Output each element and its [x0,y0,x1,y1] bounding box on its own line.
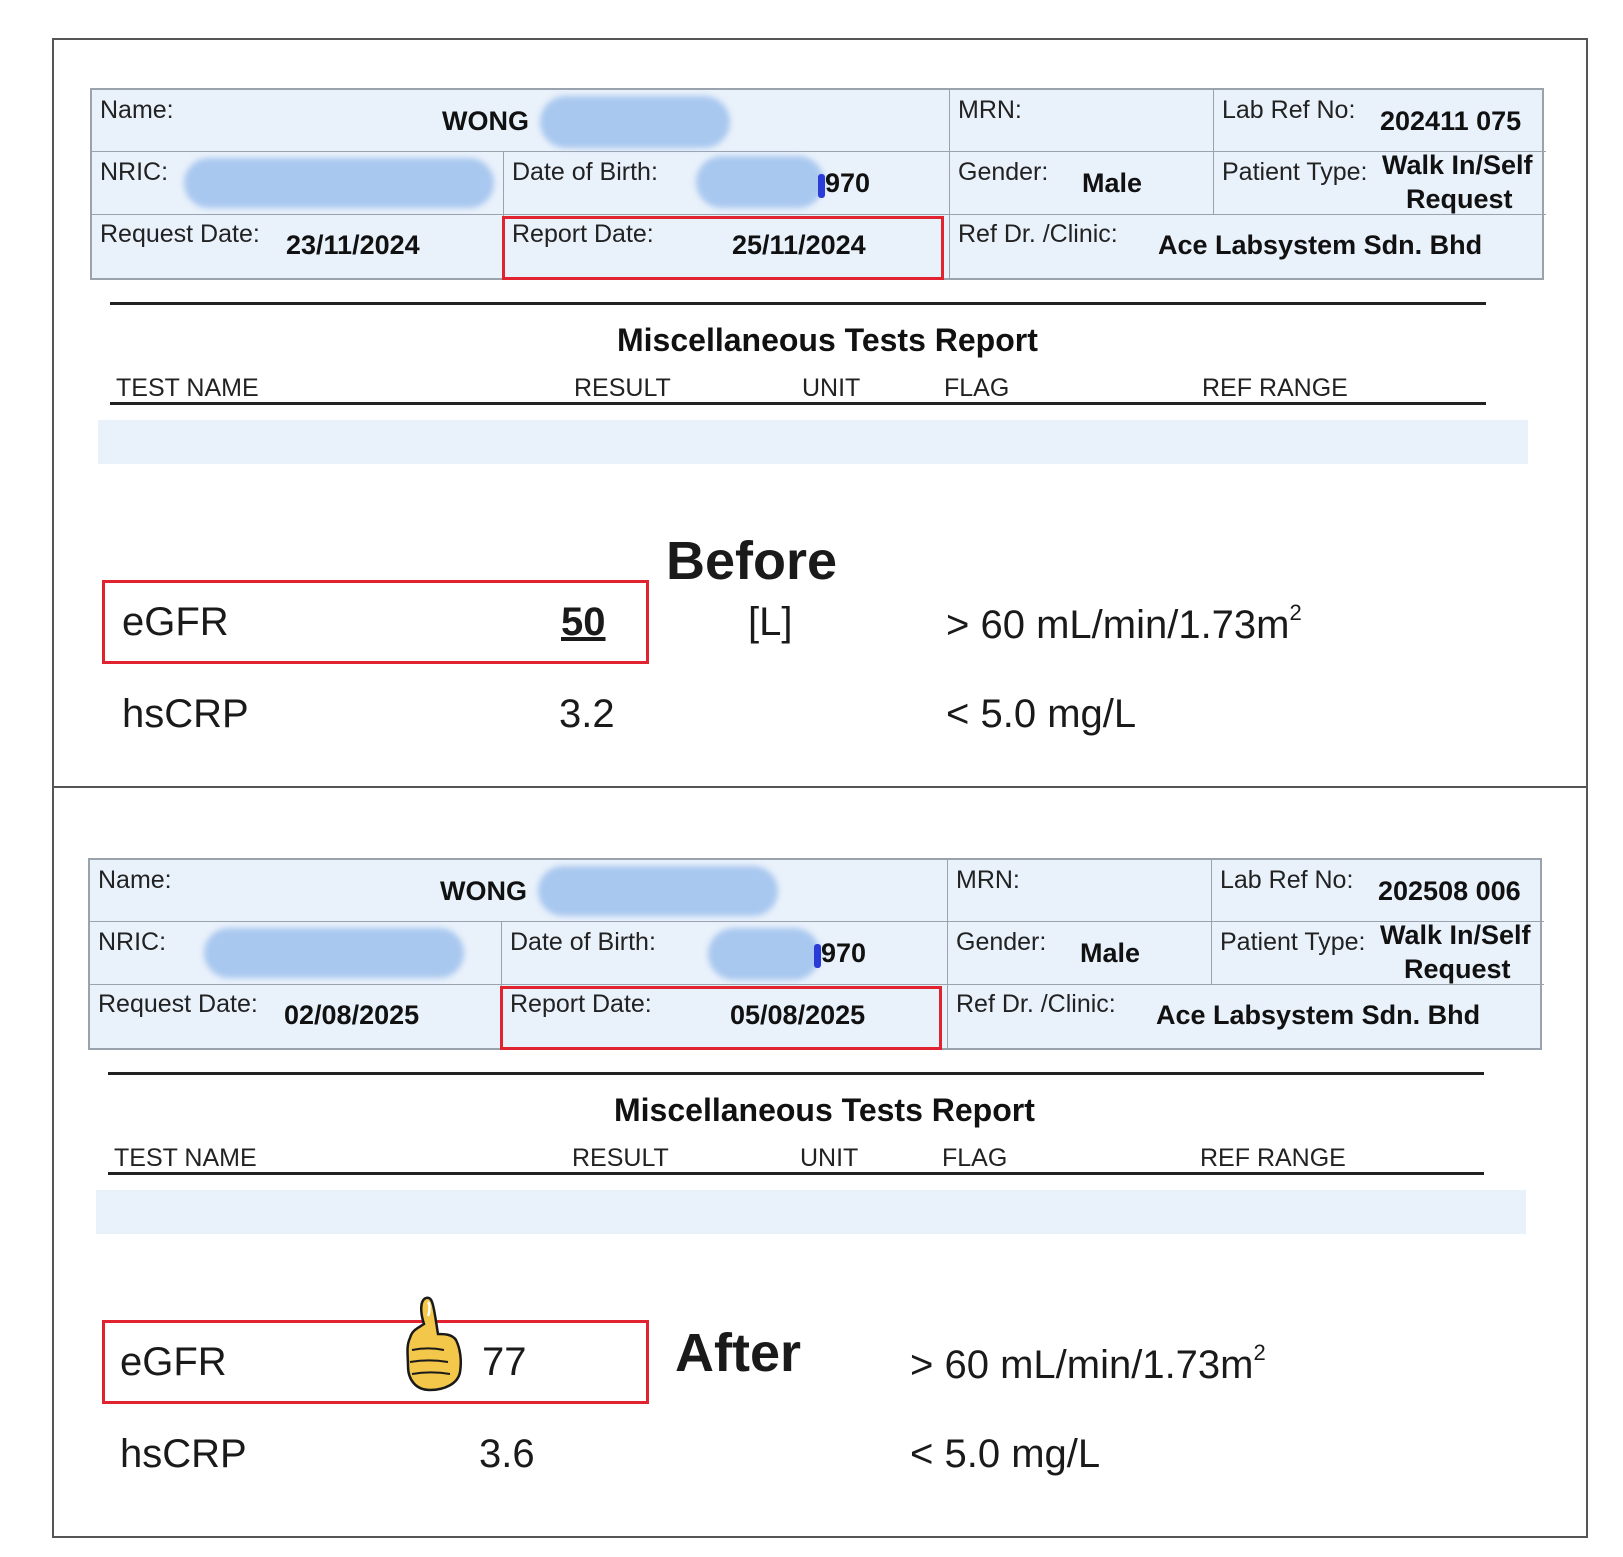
report-date-label: Report Date: [512,220,654,248]
panel-divider [52,786,1588,788]
lab-ref-value: 202508 006 [1378,876,1521,906]
patient-name: WONG [442,106,529,136]
gender-label: Gender: [956,928,1047,956]
before-label: Before [666,531,838,591]
lab-ref-value: 202411 075 [1380,106,1522,136]
ref-dr-label: Ref Dr. /Clinic: [958,220,1118,248]
request-date-label: Request Date: [100,220,260,248]
patient-type-label: Patient Type: [1220,928,1366,956]
report-date-highlight [502,216,944,280]
nric-redaction [184,158,494,208]
patient-name: WONG [440,876,527,906]
col-unit: UNIT [802,374,861,402]
hscrp-ref-range: < 5.0 mg/L [910,1432,1101,1476]
nric-redaction [204,928,464,978]
dob-year: 970 [825,168,871,198]
report-date-value: 25/11/2024 [732,230,866,260]
gender-label: Gender: [958,158,1049,186]
col-flag: FLAG [942,1144,1008,1172]
nric-label: NRIC: [100,158,169,186]
name-label: Name: [100,96,174,124]
lab-ref-label: Lab Ref No: [1222,96,1356,124]
lab-ref-label: Lab Ref No: [1220,866,1354,894]
patient-type-line1: Walk In/Self [1382,150,1533,180]
mrn-label: MRN: [958,96,1022,124]
egfr-ref-range: > 60 mL/min/1.73m2 [946,600,1302,647]
hscrp-test-name: hsCRP [120,1432,247,1476]
col-ref-range: REF RANGE [1202,374,1348,402]
egfr-result: 77 [482,1340,527,1384]
col-unit: UNIT [800,1144,859,1172]
egfr-result: 50 [561,600,606,644]
report-frame [52,38,1588,1538]
egfr-test-name: eGFR [120,1340,227,1384]
hscrp-result: 3.2 [559,692,615,736]
col-result: RESULT [574,374,671,402]
patient-type-line2: Request [1404,954,1511,984]
thumbs-up-icon [406,1296,463,1392]
request-date-value: 02/08/2025 [284,1000,420,1030]
col-flag: FLAG [944,374,1010,402]
report-date-highlight [500,986,942,1050]
ref-dr-label: Ref Dr. /Clinic: [956,990,1116,1018]
egfr-highlight [102,580,649,664]
dob-year: 970 [821,938,867,968]
report-title: Miscellaneous Tests Report [614,1092,1035,1128]
col-result: RESULT [572,1144,669,1172]
patient-header: Name: WONG MRN: Lab Ref No: 202508 006 N… [88,858,1544,1050]
egfr-flag: [L] [748,600,793,644]
egfr-highlight [102,1320,649,1404]
clinic-value: Ace Labsystem Sdn. Bhd [1156,1000,1481,1030]
before-report: Name: WONG MRN: Lab Ref No: 202411 075 N… [0,0,1623,760]
col-ref-range: REF RANGE [1200,1144,1346,1172]
egfr-ref-range: > 60 mL/min/1.73m2 [910,1340,1266,1387]
dob-label: Date of Birth: [510,928,656,956]
dob-redaction [708,928,820,980]
hscrp-test-name: hsCRP [122,692,249,736]
egfr-test-name: eGFR [122,600,229,644]
nric-label: NRIC: [98,928,167,956]
clinic-value: Ace Labsystem Sdn. Bhd [1158,230,1483,260]
report-date-value: 05/08/2025 [730,1000,866,1030]
col-test-name: TEST NAME [116,374,259,402]
gender-value: Male [1080,938,1141,968]
hscrp-result: 3.6 [479,1432,535,1476]
patient-type-line1: Walk In/Self [1380,920,1531,950]
hscrp-ref-range: < 5.0 mg/L [946,692,1137,736]
report-date-label: Report Date: [510,990,652,1018]
request-date-label: Request Date: [98,990,258,1018]
mrn-label: MRN: [956,866,1020,894]
report-title: Miscellaneous Tests Report [617,322,1038,358]
dob-redaction [696,156,824,208]
patient-type-label: Patient Type: [1222,158,1368,186]
name-redaction [540,96,730,148]
dob-label: Date of Birth: [512,158,658,186]
name-label: Name: [98,866,172,894]
after-report: Name: WONG MRN: Lab Ref No: 202508 006 N… [0,770,1623,1530]
gender-value: Male [1082,168,1143,198]
name-redaction [538,866,778,916]
patient-header: Name: WONG MRN: Lab Ref No: 202411 075 N… [90,88,1546,280]
after-label: After [675,1323,802,1383]
col-test-name: TEST NAME [114,1144,257,1172]
request-date-value: 23/11/2024 [286,230,420,260]
patient-type-line2: Request [1406,184,1513,214]
